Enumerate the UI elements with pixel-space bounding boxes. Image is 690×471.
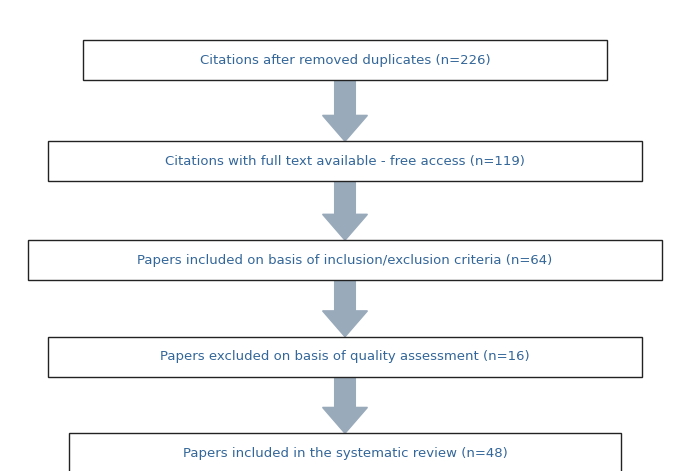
- Bar: [83, 40, 607, 80]
- FancyArrow shape: [323, 181, 367, 240]
- Text: Papers included on basis of inclusion/exclusion criteria (n=64): Papers included on basis of inclusion/ex…: [137, 254, 553, 267]
- Bar: [48, 141, 642, 181]
- Text: Citations with full text available - free access (n=119): Citations with full text available - fre…: [165, 155, 525, 168]
- FancyArrow shape: [323, 280, 367, 337]
- FancyArrow shape: [323, 80, 367, 141]
- Bar: [28, 240, 662, 280]
- Bar: [69, 433, 621, 471]
- Text: Citations after removed duplicates (n=226): Citations after removed duplicates (n=22…: [199, 54, 491, 66]
- Text: Papers included in the systematic review (n=48): Papers included in the systematic review…: [183, 447, 507, 460]
- Text: Papers excluded on basis of quality assessment (n=16): Papers excluded on basis of quality asse…: [160, 350, 530, 363]
- Bar: [48, 337, 642, 377]
- FancyArrow shape: [323, 377, 367, 433]
